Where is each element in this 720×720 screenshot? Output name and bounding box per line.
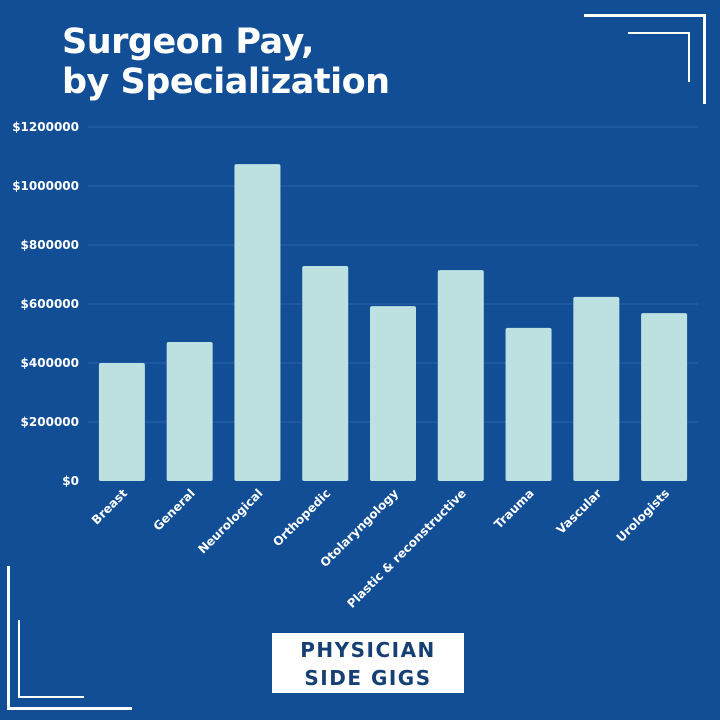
title-line-1: Surgeon Pay, xyxy=(62,22,314,62)
logo-line-2: SIDE GIGS xyxy=(304,666,432,690)
y-tick-label: $400000 xyxy=(21,356,79,370)
y-tick-label: $1000000 xyxy=(12,179,79,193)
corner-bracket-bottom-left-inner-h xyxy=(18,696,84,698)
x-tick-label: Breast xyxy=(89,486,130,527)
bar-urologists xyxy=(641,313,688,481)
bar-orthopedic xyxy=(302,265,349,481)
y-tick-label: $600000 xyxy=(21,297,79,311)
logo-line-1: PHYSICIAN xyxy=(300,638,436,662)
title-line-2: by Specialization xyxy=(62,62,390,102)
corner-bracket-bottom-left-inner-v xyxy=(18,620,20,698)
bar-vascular xyxy=(573,296,620,481)
bar-breast xyxy=(98,363,145,481)
chart-title: Surgeon Pay, by Specialization xyxy=(62,22,390,102)
bar-trauma xyxy=(505,327,552,481)
corner-bracket-top-right-inner-h xyxy=(628,32,690,34)
corner-bracket-top-right-v xyxy=(703,14,706,104)
y-tick-label: $0 xyxy=(62,474,79,488)
x-tick-label: Trauma xyxy=(491,486,536,531)
y-tick-label: $800000 xyxy=(21,238,79,252)
corner-bracket-top-right-inner-v xyxy=(688,32,690,82)
y-tick-label: $200000 xyxy=(21,415,79,429)
bar-neurological xyxy=(234,164,281,482)
x-tick-label: Plastic & reconstructive xyxy=(344,486,469,611)
corner-bracket-bottom-left-v xyxy=(7,566,10,710)
corner-bracket-bottom-left-h xyxy=(7,707,132,710)
x-tick-label: Urologists xyxy=(614,486,673,545)
bar-general xyxy=(166,342,213,481)
x-tick-label: Orthopedic xyxy=(270,486,333,549)
physician-side-gigs-logo: PHYSICIAN SIDE GIGS xyxy=(272,633,464,693)
bar-plastic-reconstructive xyxy=(437,270,484,481)
x-tick-label: General xyxy=(151,486,198,533)
x-tick-label: Vascular xyxy=(554,486,605,537)
x-tick-label: Neurological xyxy=(195,486,265,556)
y-tick-label: $1200000 xyxy=(12,120,79,134)
corner-bracket-top-right-h xyxy=(584,14,706,17)
bar-otolaryngology xyxy=(370,306,416,481)
